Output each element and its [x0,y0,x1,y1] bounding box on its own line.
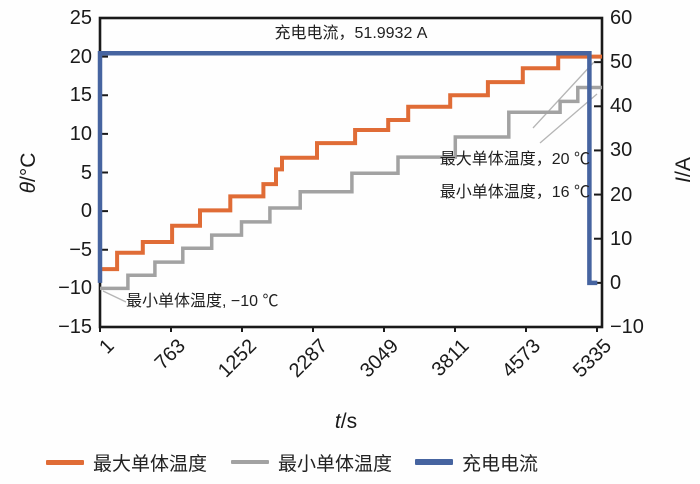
y-tick-label-left: 25 [69,7,92,29]
y-tick-label-right: 10 [610,227,633,250]
y-tick-label-right: 0 [610,271,622,294]
legend-label-current: 充电电流 [462,453,539,475]
y-tick-label-right: −10 [610,316,644,338]
annotation-min-temp-end: 最小单体温度，16 ℃ [439,184,590,201]
legend-label-min-temp: 最小单体温度 [278,453,393,475]
annotation-min-temp-start: 最小单体温度, −10 ℃ [126,293,279,310]
legend-item-max-temp: 最大单体温度 [46,450,208,475]
x-label-unit: /s [340,410,358,433]
y-right-label-unit: /A [672,157,695,177]
y-right-label-symbol: I [672,177,695,183]
y-tick-label-left: 20 [69,45,92,68]
y-tick-label-left: −15 [58,316,92,338]
y-tick-label-left: −10 [58,277,92,300]
y-tick-label-right: 40 [610,95,633,118]
legend-swatch-min-temp [231,460,269,464]
series-current [97,51,598,286]
y-tick-label-left: 15 [69,84,92,107]
legend-item-current: 充电电流 [415,450,539,475]
x-label-symbol: t [334,410,341,433]
y-left-label-symbol: θ [17,182,40,194]
legend-item-min-temp: 最小单体温度 [231,450,393,475]
y-tick-label-left: 0 [80,200,92,223]
y-tick-label-left: 5 [80,161,92,184]
x-axis-label: t/s [306,410,386,434]
annotation-leader-line [102,290,127,303]
annotation-leader-line [532,61,595,129]
legend-swatch-current [415,459,453,465]
y-tick-label-left: 10 [69,122,92,145]
y-left-label-unit: /°C [17,152,40,182]
legend-swatch-max-temp [46,459,84,465]
y-tick-label-right: 20 [610,183,633,206]
series-max-temp [100,54,602,272]
annotation-max-temp-end: 最大单体温度，20 ℃ [439,151,590,168]
annotation-charging-current: 充电电流，51.9932 A [274,25,428,42]
y-axis-label-right: I/A [672,138,696,202]
y-tick-label-right: 60 [610,7,633,29]
y-tick-label-left: −5 [69,238,92,261]
y-tick-label-right: 50 [610,51,633,74]
y-tick-label-right: 30 [610,139,633,162]
legend-label-max-temp: 最大单体温度 [93,453,208,475]
series-min-temp [100,85,602,291]
y-axis-label-left: θ/°C [17,138,41,208]
